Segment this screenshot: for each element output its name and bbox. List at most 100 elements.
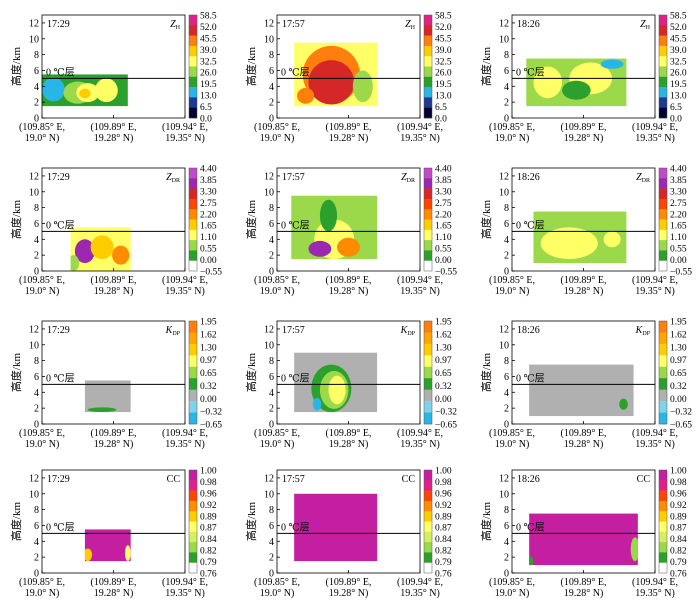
colorbar-segment bbox=[424, 76, 432, 88]
colorbar-label: 1.65 bbox=[670, 222, 687, 232]
colorbar-label: 0.79 bbox=[435, 558, 452, 568]
y-tick-label: 8 bbox=[269, 356, 274, 367]
colorbar-label: 26.0 bbox=[200, 69, 217, 79]
colorbar-label: 1.95 bbox=[435, 318, 452, 328]
colorbar-segment bbox=[189, 343, 197, 356]
colorbar-segment bbox=[659, 531, 667, 543]
y-tick-label: 6 bbox=[269, 521, 274, 532]
echo-blobs bbox=[42, 77, 118, 104]
x-tick-label-line2: 19.0° N) bbox=[25, 286, 60, 297]
colorbar-segment bbox=[189, 198, 197, 210]
colorbar-label: 0.0 bbox=[200, 115, 212, 125]
echo-blobs bbox=[619, 398, 628, 410]
colorbar-segment bbox=[424, 521, 432, 533]
y-tick-label: 6 bbox=[34, 372, 39, 383]
colorbar-segment bbox=[659, 250, 667, 261]
colorbar-segment bbox=[659, 15, 667, 26]
colorbar-segment bbox=[424, 250, 432, 261]
x-tick-label-line1: (109.94° E, bbox=[162, 122, 208, 133]
y-tick-label: 12 bbox=[264, 473, 274, 484]
y-tick-label: 0 bbox=[269, 569, 274, 580]
colorbar-label: 0.00 bbox=[435, 395, 452, 405]
colorbar-label: 0.76 bbox=[435, 570, 452, 580]
y-tick-label: 6 bbox=[269, 66, 274, 77]
colorbar-segment bbox=[659, 366, 667, 379]
colorbar-segment bbox=[424, 35, 432, 47]
y-axis-label: 高度/km bbox=[479, 47, 493, 87]
colorbar-label: 58.5 bbox=[435, 12, 452, 22]
colorbar-label: 3.85 bbox=[200, 176, 217, 186]
colorbar-label: 3.30 bbox=[200, 187, 217, 197]
colorbar-segment bbox=[189, 321, 197, 333]
variable-label: KDP bbox=[400, 325, 416, 337]
y-tick-label: 8 bbox=[269, 50, 274, 61]
colorbar-segment bbox=[189, 378, 197, 390]
colorbar-label: 0.92 bbox=[200, 501, 217, 511]
colorbar-frame bbox=[658, 469, 668, 574]
colorbar-segment bbox=[189, 87, 197, 98]
colorbar-segment bbox=[659, 480, 667, 491]
y-tick-label: 10 bbox=[29, 34, 39, 45]
colorbar-label: 2.75 bbox=[200, 199, 217, 209]
y-tick-label: 2 bbox=[269, 404, 274, 415]
x-tick-label-line2: 19.35° N) bbox=[635, 286, 675, 297]
colorbar-label: 0.89 bbox=[435, 512, 452, 522]
colorbar-segment bbox=[659, 343, 667, 356]
colorbar-segment bbox=[189, 97, 197, 108]
variable-label: CC bbox=[402, 474, 416, 485]
x-tick-label-line1: (109.89° E, bbox=[91, 428, 137, 439]
colorbar-label: 2.75 bbox=[670, 199, 687, 209]
x-tick-label-line2: 19.28° N) bbox=[329, 286, 369, 297]
x-tick-label-line1: (109.94° E, bbox=[397, 428, 443, 439]
colorbar-label: 0.82 bbox=[435, 547, 452, 557]
y-tick-label: 12 bbox=[499, 324, 509, 335]
x-tick-label-line2: 19.35° N) bbox=[400, 286, 440, 297]
y-tick-label: 2 bbox=[34, 404, 39, 415]
echo-region bbox=[84, 529, 131, 562]
colorbar-segment bbox=[659, 209, 667, 220]
colorbar-segment bbox=[659, 198, 667, 210]
colorbar-label: 45.5 bbox=[200, 34, 217, 44]
colorbar-label: 0.0 bbox=[670, 115, 682, 125]
colorbar-label: 0.65 bbox=[435, 369, 452, 379]
x-tick-label-line1: (109.85° E, bbox=[19, 577, 65, 588]
x-tick-label-line2: 19.28° N) bbox=[94, 286, 134, 297]
colorbar-segment bbox=[424, 45, 432, 57]
x-tick-label-line1: (109.94° E, bbox=[162, 428, 208, 439]
y-axis-label: 高度/km bbox=[244, 502, 258, 542]
x-tick-label-line2: 19.28° N) bbox=[94, 439, 134, 450]
colorbar-segment bbox=[189, 35, 197, 47]
colorbar-label: 39.0 bbox=[200, 46, 217, 56]
colorbar-label: 0.0 bbox=[435, 115, 447, 125]
x-tick-label-line1: (109.85° E, bbox=[254, 275, 300, 286]
x-tick-label-line1: (109.85° E, bbox=[489, 122, 535, 133]
colorbar-frame bbox=[658, 14, 668, 119]
echo-blob bbox=[529, 556, 534, 566]
colorbar-segment bbox=[659, 107, 667, 119]
echo-region bbox=[529, 364, 634, 417]
x-tick-label-line1: (109.89° E, bbox=[91, 122, 137, 133]
y-tick-label: 6 bbox=[269, 219, 274, 230]
colorbar-segment bbox=[659, 56, 667, 67]
x-tick-label-line1: (109.94° E, bbox=[397, 122, 443, 133]
x-tick-label-line2: 19.28° N) bbox=[94, 588, 134, 599]
colorbar-label: 0.96 bbox=[670, 489, 687, 499]
colorbar-label: 6.5 bbox=[200, 103, 212, 113]
colorbar-label: 1.00 bbox=[200, 467, 217, 477]
colorbar-label: 13.0 bbox=[200, 92, 217, 102]
time-label: 17:57 bbox=[282, 19, 305, 30]
colorbar-label: 1.10 bbox=[670, 233, 687, 243]
colorbar-label: 1.10 bbox=[435, 233, 452, 243]
variable-label: ZDR bbox=[636, 172, 650, 184]
x-tick-label-line1: (109.89° E, bbox=[561, 428, 607, 439]
colorbar-segment bbox=[659, 490, 667, 502]
y-tick-label: 10 bbox=[499, 34, 509, 45]
x-tick-label-line1: (109.85° E, bbox=[489, 275, 535, 286]
y-tick-label: 12 bbox=[499, 18, 509, 29]
y-tick-label: 0 bbox=[34, 420, 39, 431]
colorbar-label: 0.32 bbox=[200, 382, 217, 392]
colorbar-segment bbox=[189, 45, 197, 57]
freezing-level-label: 0 ℃层 bbox=[516, 219, 545, 231]
